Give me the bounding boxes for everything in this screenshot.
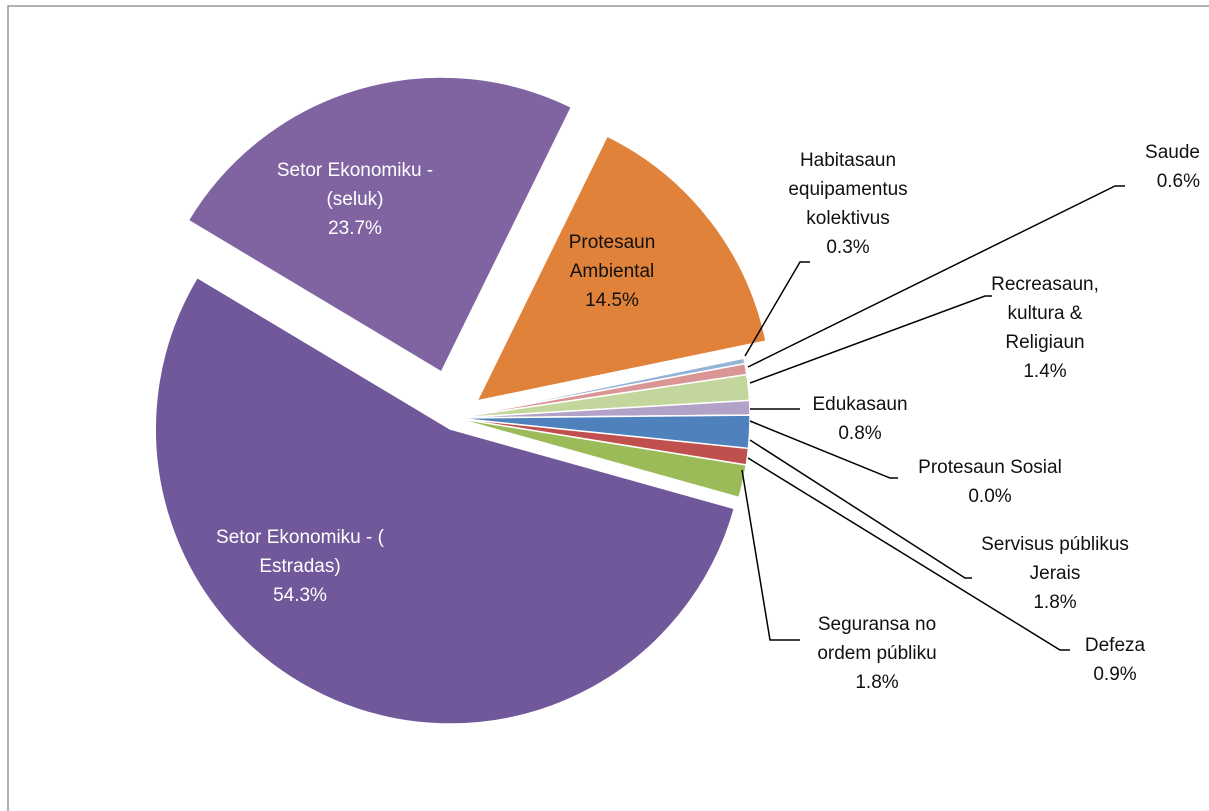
slice-label: Saude 0.6% — [1100, 138, 1200, 196]
value-label: 0.0% — [968, 486, 1012, 507]
chart-frame — [7, 5, 1209, 811]
slice-label: Defeza 0.9% — [1060, 631, 1170, 689]
category-label: Setor Ekonomiku - (seluk) — [276, 160, 434, 210]
category-label: Defeza — [1084, 635, 1146, 656]
slice-label: Seguransa no ordem públiku 1.8% — [792, 610, 962, 697]
pie-slice — [475, 135, 767, 402]
category-label: Setor Ekonomiku - ( Estradas) — [216, 527, 384, 577]
category-label: Seguransa no ordem públiku — [817, 614, 937, 664]
leader-line — [747, 457, 1070, 651]
value-label: 1.8% — [1033, 592, 1077, 613]
slice-label: Protesaun Sosial 0.0% — [895, 453, 1085, 511]
value-label: 23.7% — [328, 218, 382, 239]
value-label: 0.3% — [826, 237, 870, 258]
slice-label: Protesaun Ambiental 14.5% — [542, 228, 682, 315]
leader-line — [741, 469, 800, 641]
slice-label: Setor Ekonomiku - ( Estradas) 54.3% — [180, 523, 420, 610]
category-label: Saude — [1145, 142, 1200, 163]
pie-slice — [154, 276, 736, 725]
leader-line — [744, 261, 810, 357]
value-label: 0.9% — [1093, 664, 1137, 685]
leader-line — [749, 295, 992, 384]
slice-label: Habitasaun equipamentus kolektivus 0.3% — [763, 146, 933, 262]
value-label: 0.8% — [838, 423, 882, 444]
category-label: Edukasaun — [812, 394, 908, 415]
value-label: 1.8% — [855, 672, 899, 693]
category-label: Protesaun Sosial — [918, 457, 1062, 478]
pie-slice — [187, 76, 573, 374]
value-label: 1.4% — [1023, 361, 1067, 382]
value-label: 14.5% — [585, 290, 639, 311]
slice-label: Recreasaun, kultura & Religiaun 1.4% — [975, 270, 1115, 386]
category-label: Habitasaun equipamentus kolektivus — [788, 150, 908, 229]
category-label: Servisus públikus Jerais — [981, 534, 1129, 584]
value-label: 54.3% — [273, 585, 327, 606]
leader-line — [749, 420, 898, 479]
leader-line — [747, 185, 1125, 368]
category-label: Recreasaun, kultura & Religiaun — [991, 274, 1099, 353]
value-label: 0.6% — [1156, 171, 1200, 192]
leader-line — [749, 439, 972, 579]
slice-label: Edukasaun 0.8% — [790, 390, 930, 448]
slice-label: Servisus públikus Jerais 1.8% — [965, 530, 1145, 617]
slice-label: Setor Ekonomiku - (seluk) 23.7% — [255, 156, 455, 243]
category-label: Protesaun Ambiental — [568, 232, 656, 282]
